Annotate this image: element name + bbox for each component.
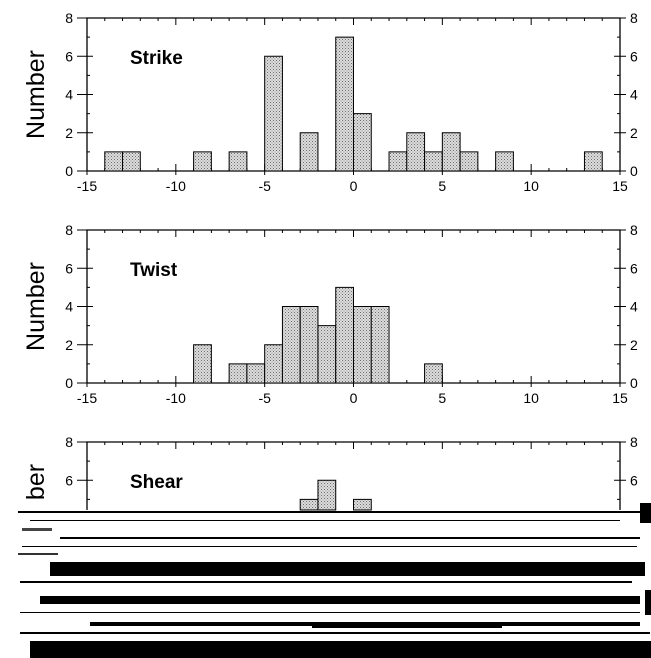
histogram-bar	[388, 151, 408, 172]
x-tick-label: 15	[612, 390, 628, 406]
scan-stripe	[60, 537, 640, 539]
histogram-bar	[424, 151, 443, 172]
y-tick-label-left: 2	[65, 125, 73, 141]
histogram-bar	[317, 325, 337, 384]
histogram-bar	[122, 151, 141, 172]
histogram-bar	[281, 306, 301, 384]
y-tick-label-left: 6	[65, 260, 73, 276]
histogram-bar	[353, 498, 372, 511]
x-tick-label: 0	[350, 178, 358, 194]
y-tick-label-right: 8	[630, 434, 638, 450]
x-tick-label: 10	[523, 178, 539, 194]
histogram-bar	[299, 498, 319, 511]
scan-stripe	[22, 546, 637, 547]
scan-stripe	[18, 511, 645, 513]
y-tick-label-left: 2	[65, 337, 73, 353]
scan-stripe	[645, 590, 651, 615]
histogram-bar	[264, 344, 283, 384]
scan-stripe	[640, 503, 651, 523]
panel-title: Shear	[130, 472, 183, 493]
x-tick-label: -5	[258, 178, 271, 194]
scan-stripe	[20, 581, 632, 583]
y-tick-label-left: 8	[65, 10, 73, 26]
histogram-bar	[495, 151, 514, 172]
histogram-bar	[228, 151, 248, 172]
x-tick-label: 0	[350, 390, 358, 406]
scan-artifact-region	[18, 503, 651, 658]
histogram-bar	[353, 306, 372, 384]
histogram-bar	[459, 151, 479, 172]
histogram-bar	[406, 132, 426, 172]
y-tick-label-right: 0	[630, 163, 638, 179]
twist-panel: 0 0 2 2 4 4 6 6 8 8 -15 -10 -5 0 5 10 15 Twist Number	[22, 222, 638, 406]
y-tick-label-left: 4	[65, 299, 73, 315]
scan-stripe	[312, 625, 502, 628]
histogram-bar	[299, 132, 319, 172]
y-tick-label-right: 6	[630, 260, 638, 276]
x-tick-label: -10	[166, 390, 186, 406]
x-tick-label: 5	[438, 178, 446, 194]
y-tick-label-right: 8	[630, 10, 638, 26]
shear-panel: 6 6 8 8 Shear ber	[22, 434, 638, 511]
x-tick-label: -15	[77, 178, 97, 194]
histogram-bar	[353, 113, 372, 172]
scan-stripe	[30, 520, 620, 521]
y-tick-label-right: 2	[630, 337, 638, 353]
scan-stripe	[40, 596, 640, 604]
y-tick-label-right: 8	[630, 222, 638, 238]
strike-panel: 0 0 2 2 4 4 6 6 8 8 -15 -10 -5 0 5 10 15 Strike Number	[22, 10, 638, 194]
x-tick-label: -5	[258, 390, 271, 406]
histogram-bar	[370, 306, 390, 384]
histogram-bar	[228, 363, 248, 384]
y-tick-label-left: 0	[65, 163, 73, 179]
y-tick-label-right: 0	[630, 375, 638, 391]
panel-title: Twist	[130, 260, 178, 281]
histogram-bar	[424, 363, 443, 384]
y-tick-label-right: 2	[630, 125, 638, 141]
y-axis-label: ber	[22, 464, 50, 500]
histogram-bar	[264, 55, 283, 172]
y-tick-label-left: 8	[65, 434, 73, 450]
y-axis-label: Number	[22, 50, 50, 139]
x-tick-label: 5	[438, 390, 446, 406]
histogram-bar	[246, 363, 266, 384]
scan-stripe	[18, 553, 58, 555]
y-axis-label: Number	[22, 262, 50, 351]
histogram-bar	[583, 151, 603, 172]
x-tick-label: -10	[166, 178, 186, 194]
scan-stripe	[20, 612, 640, 613]
histogram-bar	[193, 344, 212, 384]
x-tick-label: 15	[612, 178, 628, 194]
x-tick-label: -15	[77, 390, 97, 406]
y-tick-label-right: 6	[630, 472, 638, 488]
histogram-bar	[441, 132, 461, 172]
y-tick-label-left: 6	[65, 48, 73, 64]
panel-title: Strike	[130, 48, 183, 69]
y-tick-label-right: 4	[630, 299, 638, 315]
scan-stripe	[30, 641, 651, 658]
scan-stripe	[20, 632, 650, 634]
histogram-bar	[317, 479, 337, 511]
histogram-bar	[193, 151, 212, 172]
histogram-bar	[104, 151, 124, 172]
y-tick-label-right: 4	[630, 87, 638, 103]
scan-stripe	[22, 528, 52, 531]
y-tick-label-left: 0	[65, 375, 73, 391]
y-tick-label-left: 4	[65, 87, 73, 103]
y-tick-label-left: 6	[65, 472, 73, 488]
histogram-bar	[299, 306, 319, 384]
scan-stripe	[90, 622, 640, 626]
y-tick-label-right: 6	[630, 48, 638, 64]
histogram-bar	[335, 36, 355, 172]
x-tick-label: 10	[523, 390, 539, 406]
scan-stripe	[50, 562, 645, 576]
y-tick-label-left: 8	[65, 222, 73, 238]
histogram-bar	[335, 286, 355, 384]
